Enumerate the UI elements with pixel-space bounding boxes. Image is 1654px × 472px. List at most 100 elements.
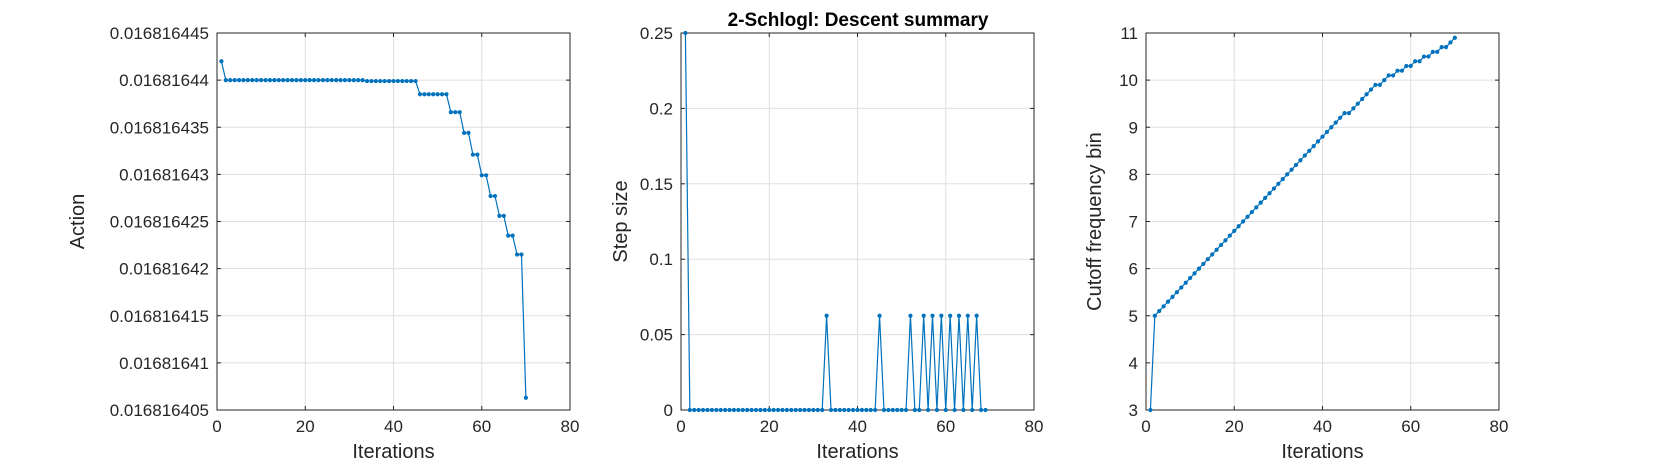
data-point xyxy=(921,313,926,318)
data-point xyxy=(426,92,431,97)
data-point xyxy=(1227,233,1232,238)
figure-title: 2-Schlogl: Descent summary xyxy=(728,10,989,31)
data-point xyxy=(811,407,816,413)
data-point xyxy=(1245,214,1250,219)
data-point xyxy=(1258,200,1263,205)
data-point xyxy=(325,78,330,83)
data-point xyxy=(289,78,295,83)
data-point xyxy=(692,407,697,413)
y-tick-label: 0.01681644 xyxy=(119,71,209,90)
y-tick-label: 0.2 xyxy=(649,99,673,118)
data-point xyxy=(369,78,374,84)
data-point xyxy=(1452,35,1457,40)
data-point xyxy=(281,78,286,83)
data-point xyxy=(723,407,728,413)
data-point xyxy=(219,59,224,64)
y-tick-label: 3 xyxy=(1129,401,1138,420)
data-point xyxy=(1382,78,1387,83)
data-point xyxy=(1333,120,1338,125)
y-tick-label: 0 xyxy=(664,401,673,420)
data-point xyxy=(846,407,851,413)
data-point xyxy=(952,407,957,413)
chart-panel-3: 0 20 40 60 80 3 4 5 6 7 8 9 10 11 Iterations Cutoff fre… xyxy=(1084,24,1508,463)
data-point xyxy=(382,78,387,84)
data-point xyxy=(828,407,834,413)
data-point xyxy=(276,78,281,83)
data-point xyxy=(806,407,812,413)
data-point xyxy=(316,78,321,83)
data-point xyxy=(342,78,348,83)
data-point xyxy=(1263,195,1268,201)
data-point xyxy=(501,213,506,218)
data-point xyxy=(895,407,900,413)
data-point xyxy=(250,78,255,83)
data-point xyxy=(745,407,750,413)
data-point xyxy=(272,78,277,83)
data-point xyxy=(1157,308,1162,314)
data-point xyxy=(1315,139,1321,144)
data-point xyxy=(373,78,378,84)
y-tick-label: 11 xyxy=(1120,24,1138,43)
data-point xyxy=(519,252,524,257)
chart-panel-1: 0 20 40 60 80 0.016816405 0.01681641 0.01681641… xyxy=(67,24,579,463)
data-point xyxy=(908,313,913,318)
data-point xyxy=(683,30,688,36)
data-point xyxy=(395,78,401,84)
data-point xyxy=(917,407,922,413)
data-point xyxy=(1338,115,1343,120)
data-point xyxy=(859,407,865,413)
data-point xyxy=(1174,290,1179,295)
data-point xyxy=(868,407,873,413)
data-point xyxy=(298,78,303,83)
data-point xyxy=(727,407,732,413)
data-point xyxy=(338,78,343,83)
y-axis-label: Cutoff frequency bin xyxy=(1084,132,1106,311)
data-point xyxy=(1439,45,1444,50)
data-point xyxy=(1408,63,1413,69)
x-tick-label: 60 xyxy=(936,417,955,436)
data-point xyxy=(457,110,462,115)
x-tick-label: 40 xyxy=(1313,417,1332,436)
data-point xyxy=(700,407,706,413)
y-tick-label: 9 xyxy=(1129,118,1138,137)
data-point xyxy=(1214,247,1219,252)
data-point xyxy=(1399,68,1405,73)
y-tick-label: 0.01681642 xyxy=(119,260,209,279)
data-point xyxy=(837,407,842,413)
data-point xyxy=(767,407,772,413)
data-point xyxy=(497,213,502,218)
data-point xyxy=(961,407,966,413)
data-point xyxy=(1152,313,1157,318)
data-point xyxy=(864,407,869,413)
data-point xyxy=(254,78,259,83)
x-axis-label: Iterations xyxy=(816,441,898,463)
data-point xyxy=(1276,181,1281,186)
data-point xyxy=(320,78,325,83)
y-tick-label: 0.016816445 xyxy=(110,24,209,43)
data-point xyxy=(311,78,317,83)
data-point xyxy=(439,92,445,97)
data-point xyxy=(347,78,352,83)
x-tick-label: 80 xyxy=(561,417,580,436)
y-tick-label: 0.15 xyxy=(640,175,673,194)
data-point xyxy=(267,78,273,83)
data-point xyxy=(820,407,825,413)
data-point xyxy=(386,78,392,84)
data-point xyxy=(731,407,737,413)
data-point xyxy=(245,78,250,83)
series-line xyxy=(1149,37,1456,411)
data-point xyxy=(687,407,692,413)
data-point xyxy=(890,407,895,413)
y-tick-label: 0.25 xyxy=(640,24,673,43)
data-point xyxy=(881,407,887,413)
data-point xyxy=(903,407,909,413)
x-tick-label: 0 xyxy=(676,417,685,436)
y-tick-label: 0.05 xyxy=(640,326,673,345)
data-point xyxy=(1236,224,1241,229)
data-point xyxy=(1280,176,1285,182)
data-point xyxy=(307,78,312,83)
data-point xyxy=(360,78,365,83)
x-tick-label: 80 xyxy=(1490,417,1509,436)
data-point xyxy=(1386,73,1391,78)
y-tick-label: 5 xyxy=(1129,307,1138,326)
